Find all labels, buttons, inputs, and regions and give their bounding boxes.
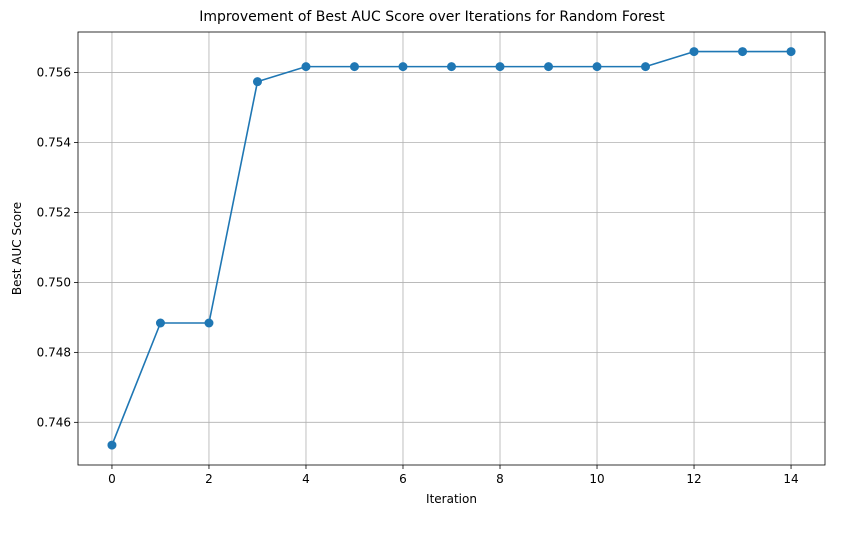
y-tick-label: 0.746 [37,415,71,429]
x-tick-label: 14 [783,472,798,486]
data-point [786,47,796,57]
data-point [447,62,456,72]
x-tick-label: 2 [205,472,213,486]
x-axis-label: Iteration [426,492,477,506]
data-point [398,62,408,72]
x-tick-label: 10 [589,472,604,486]
y-tick-label: 0.756 [37,66,71,80]
data-point [204,318,214,328]
y-axis-label: Best AUC Score [10,202,24,295]
y-tick-label: 0.752 [37,205,71,219]
data-point [592,62,602,72]
y-tick-label: 0.750 [37,275,71,289]
x-tick-label: 8 [496,472,504,486]
plot-frame [77,31,826,466]
data-point [252,77,262,87]
data-point [689,47,699,57]
data-point [155,318,165,328]
y-tick-label: 0.748 [37,345,71,359]
x-tick-label: 0 [108,472,116,486]
y-tick-label: 0.754 [37,136,71,150]
grid [78,32,825,465]
y-axis: 0.746 0.748 0.750 0.752 0.754 0.756 [37,66,78,429]
data-point [738,47,748,57]
chart-title: Improvement of Best AUC Score over Itera… [199,9,665,25]
x-tick-label: 4 [302,472,310,486]
data-point [107,440,117,450]
data-point [301,62,311,72]
data-point [495,62,505,72]
data-point [544,62,554,72]
x-tick-label: 6 [399,472,407,486]
data-point [641,62,651,72]
x-tick-label: 12 [686,472,701,486]
data-point [349,62,359,72]
x-axis: 0 2 4 6 8 10 12 14 [108,465,799,486]
series-layer [107,47,796,450]
